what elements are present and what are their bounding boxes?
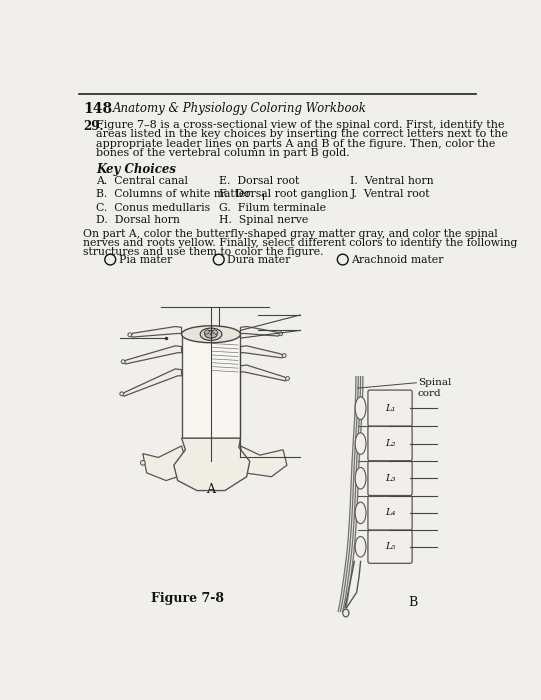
Text: B.  Columns of white matter: B. Columns of white matter (96, 190, 251, 200)
Text: appropriate leader lines on parts A and B of the figure. Then, color the: appropriate leader lines on parts A and … (96, 139, 496, 148)
Ellipse shape (355, 397, 366, 419)
Text: 29.: 29. (83, 120, 104, 133)
Polygon shape (213, 330, 218, 335)
Polygon shape (122, 346, 182, 364)
Text: nerves and roots yellow. Finally, select different colors to identify the follow: nerves and roots yellow. Finally, select… (83, 238, 518, 248)
Circle shape (279, 332, 282, 336)
Polygon shape (182, 335, 240, 438)
Text: D.  Dorsal horn: D. Dorsal horn (96, 215, 180, 225)
Polygon shape (128, 326, 182, 337)
Circle shape (282, 354, 286, 358)
FancyBboxPatch shape (368, 496, 412, 530)
FancyBboxPatch shape (368, 530, 412, 564)
Text: 148: 148 (83, 102, 112, 116)
Circle shape (141, 461, 145, 466)
Text: Dura mater: Dura mater (227, 255, 291, 265)
Text: bones of the vertebral column in part B gold.: bones of the vertebral column in part B … (96, 148, 350, 158)
Text: Figure 7–8 is a cross-sectional view of the spinal cord. First, identify the: Figure 7–8 is a cross-sectional view of … (96, 120, 505, 130)
Polygon shape (204, 330, 209, 335)
Text: L₃: L₃ (385, 474, 395, 483)
Ellipse shape (355, 536, 366, 557)
Text: L₅: L₅ (385, 542, 395, 552)
Polygon shape (120, 369, 182, 396)
Polygon shape (240, 365, 289, 381)
Text: Pia mater: Pia mater (119, 255, 172, 265)
Text: Spinal
cord: Spinal cord (418, 378, 451, 398)
Polygon shape (240, 346, 286, 358)
Text: L₂: L₂ (385, 439, 395, 448)
Ellipse shape (355, 433, 366, 454)
Text: G.  Filum terminale: G. Filum terminale (219, 202, 326, 213)
Text: F.  Dorsal root ganglion: F. Dorsal root ganglion (219, 190, 348, 200)
Polygon shape (174, 438, 250, 491)
Text: J.  Ventral root: J. Ventral root (351, 190, 430, 200)
Text: A: A (207, 483, 215, 496)
Polygon shape (240, 326, 282, 336)
Ellipse shape (200, 328, 222, 340)
Circle shape (121, 360, 125, 363)
Ellipse shape (343, 609, 349, 617)
Text: Arachnoid mater: Arachnoid mater (351, 255, 444, 265)
Circle shape (120, 392, 124, 396)
Ellipse shape (182, 326, 240, 343)
Text: C.  Conus medullaris: C. Conus medullaris (96, 202, 210, 213)
Text: Key Choices: Key Choices (96, 163, 176, 176)
Ellipse shape (355, 502, 366, 524)
Text: E.  Dorsal root: E. Dorsal root (219, 176, 299, 186)
Text: areas listed in the key choices by inserting the correct letters next to the: areas listed in the key choices by inser… (96, 130, 509, 139)
Text: Anatomy & Physiology Coloring Workbook: Anatomy & Physiology Coloring Workbook (113, 102, 366, 115)
Text: I.  Ventral horn: I. Ventral horn (351, 176, 434, 186)
Polygon shape (143, 446, 189, 480)
FancyBboxPatch shape (368, 426, 412, 461)
FancyBboxPatch shape (368, 461, 412, 496)
Text: structures and use them to color the figure.: structures and use them to color the fig… (83, 247, 324, 257)
Text: Figure 7-8: Figure 7-8 (151, 592, 225, 606)
FancyBboxPatch shape (368, 390, 412, 426)
Circle shape (210, 333, 212, 335)
Polygon shape (240, 446, 287, 477)
Text: H.  Spinal nerve: H. Spinal nerve (219, 215, 308, 225)
Text: On part A, color the butterfly-shaped gray matter gray, and color the spinal: On part A, color the butterfly-shaped gr… (83, 229, 498, 239)
Text: L₁: L₁ (385, 404, 395, 413)
Text: L₄: L₄ (385, 508, 395, 517)
Ellipse shape (205, 330, 217, 338)
Text: A.  Central canal: A. Central canal (96, 176, 188, 186)
Ellipse shape (355, 468, 366, 489)
Text: B: B (408, 596, 417, 609)
Circle shape (286, 377, 289, 380)
Circle shape (128, 332, 132, 337)
